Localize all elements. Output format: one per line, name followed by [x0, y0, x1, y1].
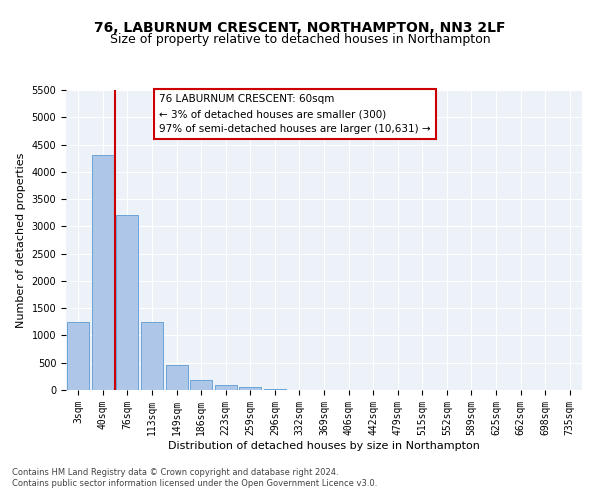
Text: 76, LABURNUM CRESCENT, NORTHAMPTON, NN3 2LF: 76, LABURNUM CRESCENT, NORTHAMPTON, NN3 … [94, 20, 506, 34]
Bar [166, 366, 188, 390]
Bar [92, 156, 114, 390]
Bar [239, 388, 262, 390]
Bar [67, 322, 89, 390]
Bar [215, 385, 237, 390]
Text: Size of property relative to detached houses in Northampton: Size of property relative to detached ho… [110, 34, 490, 46]
Bar [141, 322, 163, 390]
X-axis label: Distribution of detached houses by size in Northampton: Distribution of detached houses by size … [168, 440, 480, 450]
Bar [116, 216, 139, 390]
Bar [264, 389, 286, 390]
Bar [190, 380, 212, 390]
Text: 76 LABURNUM CRESCENT: 60sqm
← 3% of detached houses are smaller (300)
97% of sem: 76 LABURNUM CRESCENT: 60sqm ← 3% of deta… [159, 94, 431, 134]
Text: Contains HM Land Registry data © Crown copyright and database right 2024.
Contai: Contains HM Land Registry data © Crown c… [12, 468, 377, 487]
Y-axis label: Number of detached properties: Number of detached properties [16, 152, 26, 328]
